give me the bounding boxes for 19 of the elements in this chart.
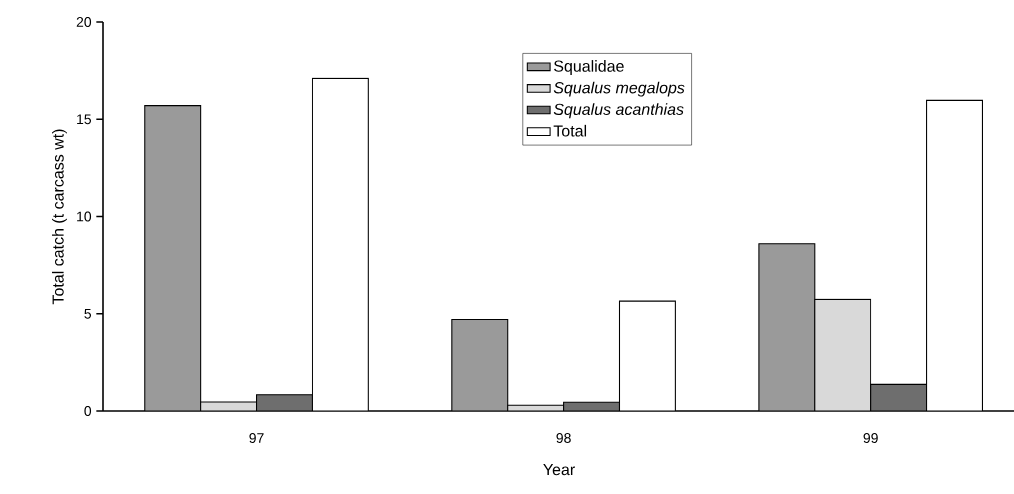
- bar: [870, 383, 928, 411]
- legend-label: Squalus acanthias: [553, 103, 684, 119]
- y-tick-label: 10: [77, 211, 92, 222]
- y-tick-label: 0: [84, 406, 92, 416]
- legend-label: Squalidae: [554, 60, 624, 75]
- x-tick-label: 97: [249, 433, 264, 443]
- x-axis-title: Year: [543, 464, 575, 476]
- y-axis-title: Total catch (t carcass wt): [52, 129, 67, 305]
- y-tick-label: 20: [76, 17, 92, 27]
- bar: [256, 394, 313, 411]
- bar: [144, 105, 202, 411]
- legend-label: Total: [553, 124, 587, 137]
- y-tick-label: 5: [84, 308, 92, 319]
- bar: [451, 319, 509, 411]
- x-tick-label: 99: [863, 433, 878, 443]
- bar: [758, 243, 816, 411]
- legend-label: Squalus megalops: [553, 81, 685, 97]
- x-tick-label: 98: [556, 433, 571, 443]
- y-tick-label: 15: [77, 114, 92, 125]
